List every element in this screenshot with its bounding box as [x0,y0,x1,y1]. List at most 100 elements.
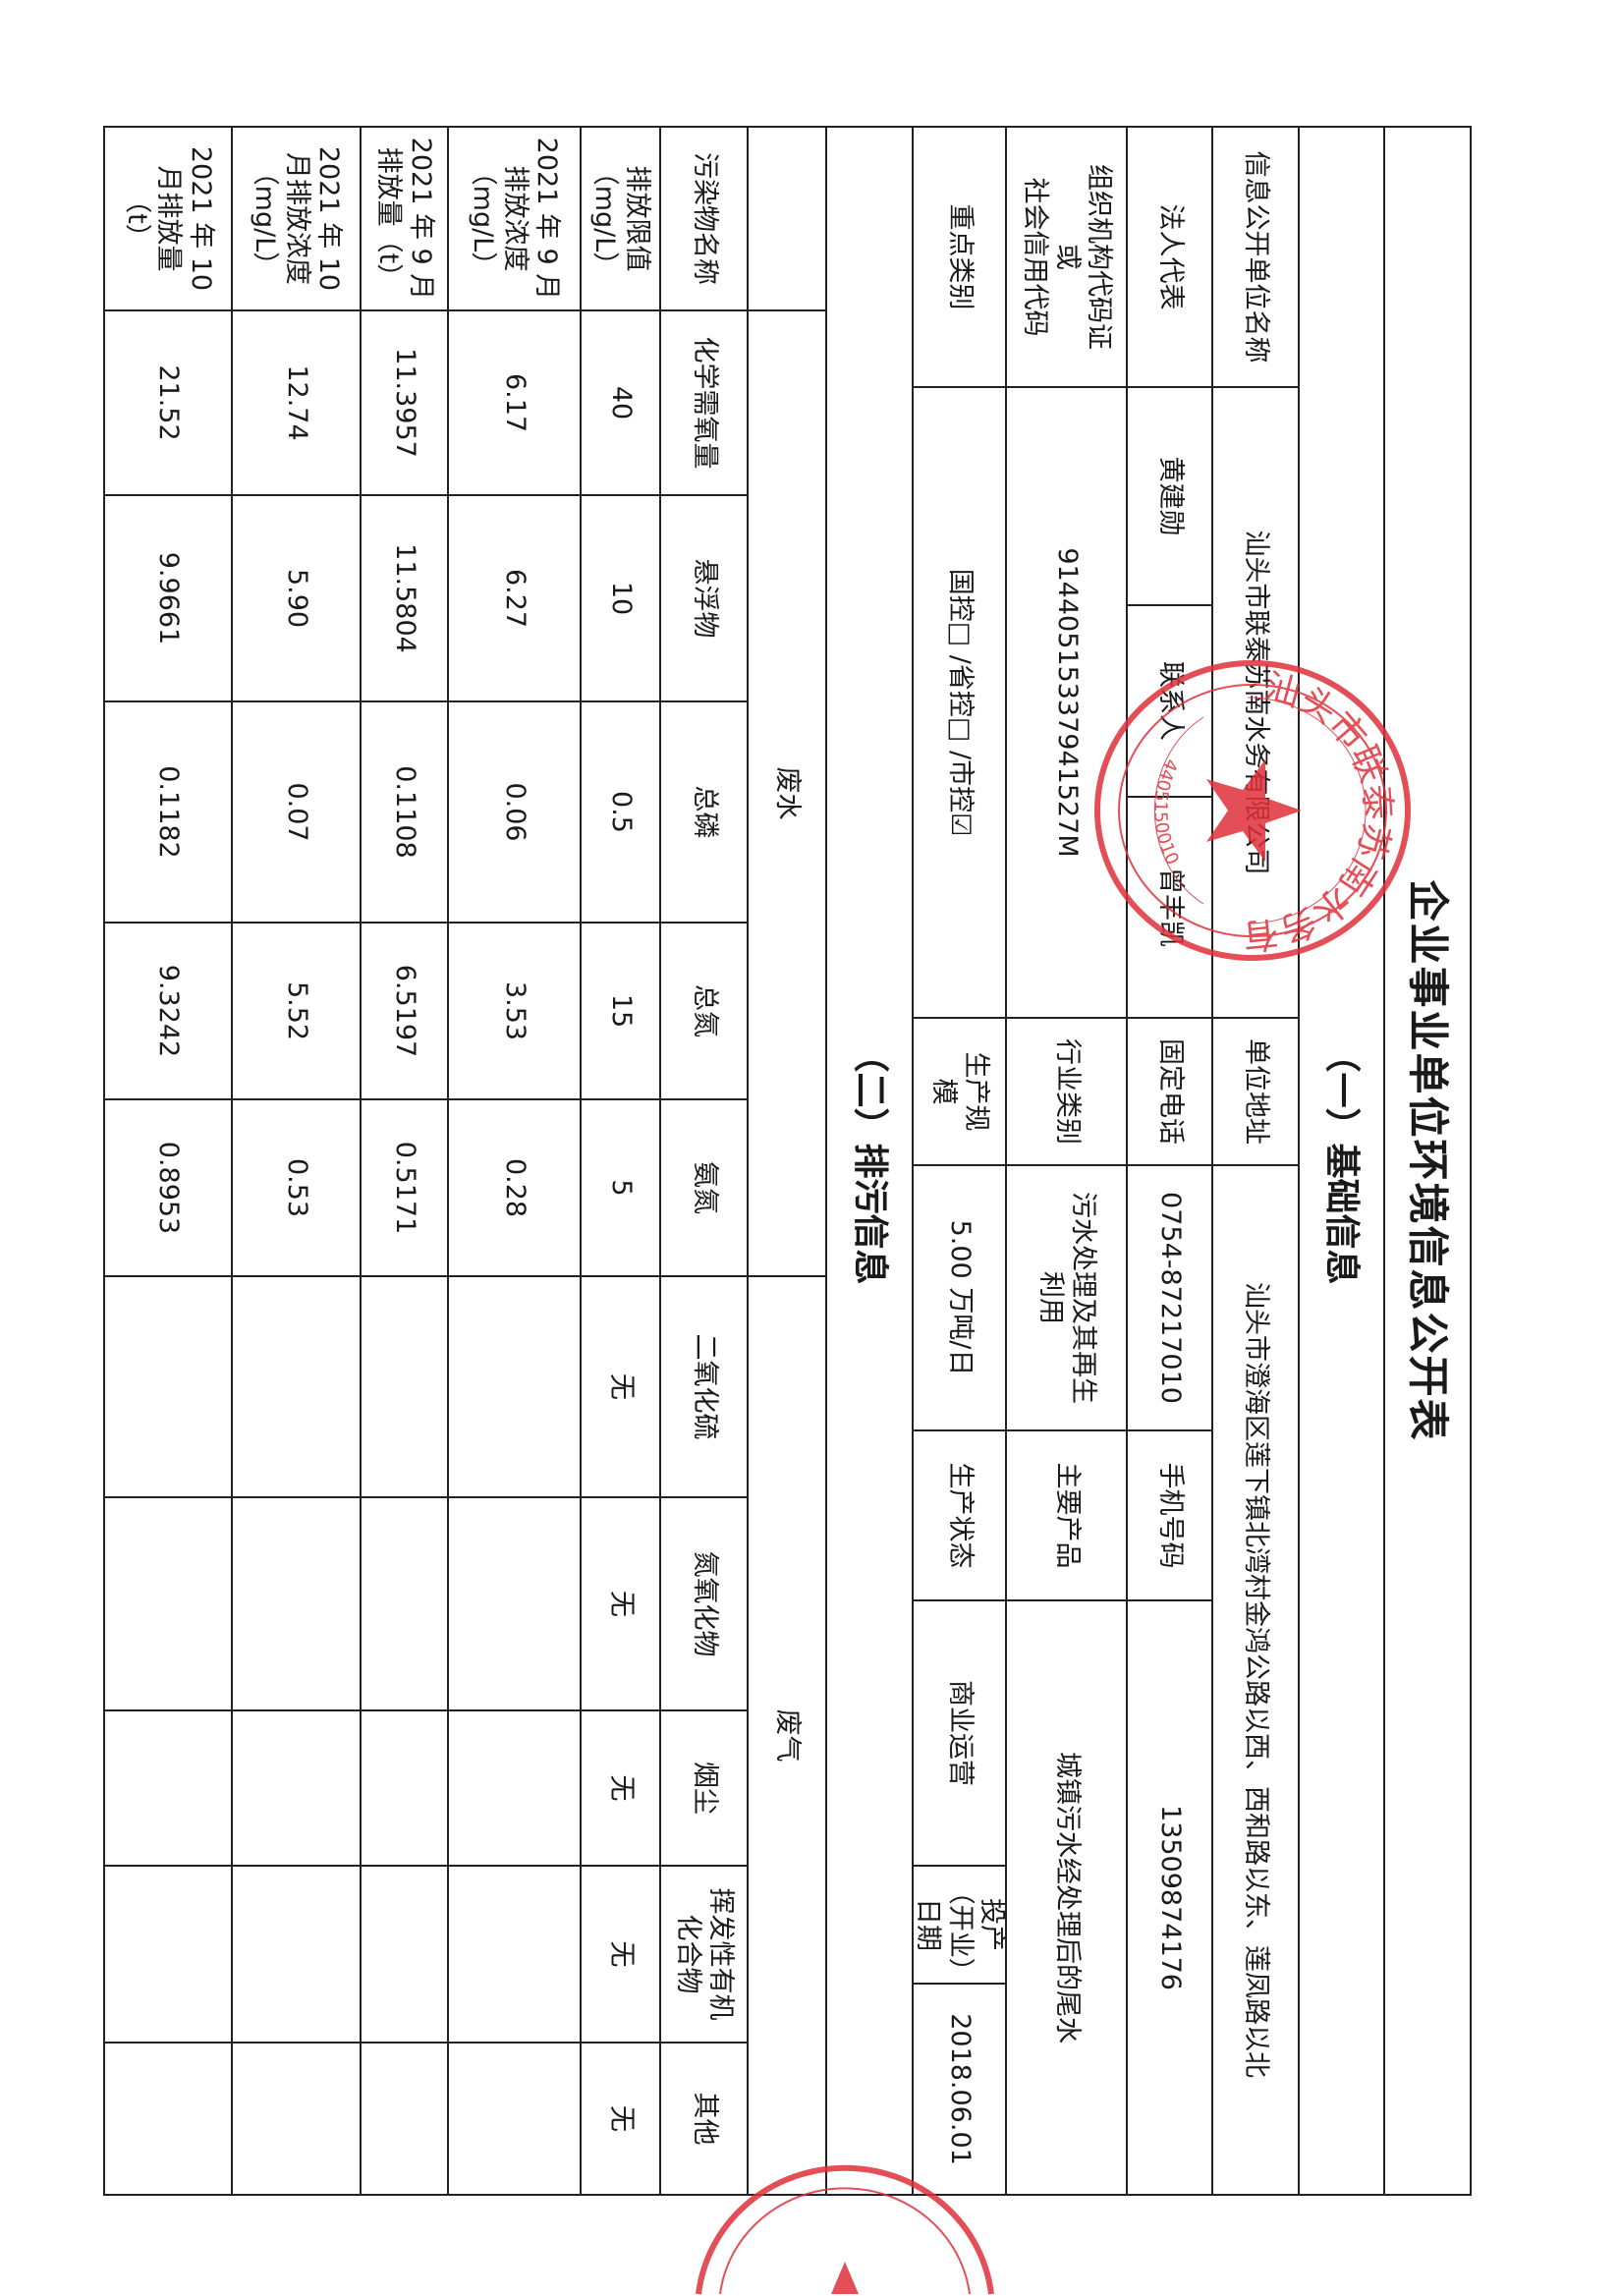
value-cell: 无 [580,1277,659,1498]
value-cell: 0.8953 [103,1100,231,1277]
mobile-value: 13509874176 [1126,1601,1211,2196]
address-label: 单位地址 [1211,1019,1298,1166]
value-cell [103,1711,231,1867]
value-cell: 6.17 [447,311,580,496]
value-cell: 21.52 [103,311,231,496]
row-label: 2021 年 10 月排放浓度 （mg/L） [231,128,360,311]
value-cell: 0.07 [231,702,360,924]
contact-label: 联系人 [1126,606,1211,798]
value-cell [103,1277,231,1498]
row-label: 2021 年 9 月 排放浓度 （mg/L） [447,128,580,311]
product-value: 城镇污水经处理后的尾水 [1005,1601,1126,2196]
scale-value: 5.00 万吨/日 [912,1166,1005,1431]
value-cell: 6.5197 [360,924,447,1100]
phone-label: 固定电话 [1126,1019,1211,1166]
pollutant-name: 悬浮物 [659,496,747,702]
value-cell: 5.52 [231,924,360,1100]
pollutant-name: 挥发性有机 化合物 [659,1867,747,2044]
value-cell [360,1498,447,1711]
contact-value: 曾丰凯 [1126,798,1211,1019]
value-cell [231,2044,360,2196]
value-cell: 0.28 [447,1100,580,1277]
value-cell [360,1867,447,2044]
waste-gas-header: 废气 [747,1277,825,2196]
value-cell [103,1498,231,1711]
value-cell [447,2044,580,2196]
address-value: 汕头市澄海区莲下镇北湾村金鸿公路以西、西和路以东、莲凤路以北 [1211,1166,1298,2196]
value-cell: 12.74 [231,311,360,496]
value-cell [360,1711,447,1867]
value-cell [360,2044,447,2196]
value-cell [231,1867,360,2044]
value-cell: 0.5 [580,702,659,924]
code-value: 91440515337941527M [1005,388,1126,1019]
value-cell: 5 [580,1100,659,1277]
scale-label: 生产规 模 [912,1019,1005,1166]
pollutant-name: 氨氮 [659,1100,747,1277]
value-cell: 10 [580,496,659,702]
value-cell: 无 [580,1711,659,1867]
value-cell [447,1867,580,2044]
industry-value: 污水处理及其再生 利用 [1005,1166,1126,1431]
wastewater-header: 废水 [747,311,825,1277]
value-cell: 9.9661 [103,496,231,702]
name-label: 信息公开单位名称 [1211,128,1298,388]
value-cell [360,1277,447,1498]
value-cell [447,1277,580,1498]
pollutant-name: 烟尘 [659,1711,747,1867]
value-cell: 5.90 [231,496,360,702]
row-label: 排放限值 （mg/L） [580,128,659,311]
value-cell [231,1711,360,1867]
start-date-value: 2018.06.01 [912,1985,1005,2196]
value-cell: 11.3957 [360,311,447,496]
row-label: 污染物名称 [659,128,747,311]
legal-value: 黄建勋 [1126,388,1211,606]
page-title: 企业事业单位环境信息公开表 [1383,128,1470,2196]
value-cell [447,1498,580,1711]
industry-label: 行业类别 [1005,1019,1126,1166]
value-cell: 0.5171 [360,1100,447,1277]
value-cell: 9.3242 [103,924,231,1100]
value-cell: 0.1108 [360,702,447,924]
pollutant-name: 化学需氧量 [659,311,747,496]
code-label: 组织机构代码证 或 社会信用代码 [1005,128,1126,388]
key-category-label: 重点类别 [912,128,1005,388]
key-category-value: 国控□ /省控□ /市控☑ [912,388,1005,1019]
product-label: 主要产品 [1005,1431,1126,1601]
section-discharge-heading: （二）排污信息 [825,128,912,2196]
value-cell: 6.27 [447,496,580,702]
value-cell: 0.06 [447,702,580,924]
pollutant-name: 二氧化硫 [659,1277,747,1498]
name-value: 汕头市联泰苏南水务有限公司 [1211,388,1298,1019]
value-cell: 40 [580,311,659,496]
status-label: 生产状态 [912,1431,1005,1601]
disclosure-form: 企业事业单位环境信息公开表 （一）基础信息 信息公开单位名称 汕头市联泰苏南水务… [103,126,1472,2196]
value-cell: 无 [580,1498,659,1711]
pollutant-name: 其他 [659,2044,747,2196]
legal-label: 法人代表 [1126,128,1211,388]
value-cell [447,1711,580,1867]
value-cell: 15 [580,924,659,1100]
value-cell [231,1277,360,1498]
row-label: 2021 年 10 月排放量 （t） [103,128,231,311]
section-basic-heading: （一）基础信息 [1298,128,1383,2196]
value-cell: 11.5804 [360,496,447,702]
discharge-table: 废水 废气 污染物名称 化学需氧量 悬浮物 总磷 总氮 氨氮 二氧化硫 氮氧化物 烟尘 挥发性有机… [103,126,825,2196]
pollutant-name: 总磷 [659,702,747,924]
value-cell: 无 [580,2044,659,2196]
pollutant-name: 氮氧化物 [659,1498,747,1711]
phone-value: 0754-87217010 [1126,1166,1211,1431]
basic-info-table: 企业事业单位环境信息公开表 （一）基础信息 信息公开单位名称 汕头市联泰苏南水务… [825,126,1472,2196]
row-label: 2021 年 9 月 排放量（t） [360,128,447,311]
mobile-label: 手机号码 [1126,1431,1211,1601]
pollutant-name: 总氮 [659,924,747,1100]
value-cell: 3.53 [447,924,580,1100]
value-cell: 无 [580,1867,659,2044]
value-cell: 0.1182 [103,702,231,924]
value-cell [103,2044,231,2196]
start-date-label: 投产 （开业）日期 [912,1867,1005,1985]
value-cell [103,1867,231,2044]
value-cell: 0.53 [231,1100,360,1277]
blank-cell [747,128,825,311]
value-cell [231,1498,360,1711]
